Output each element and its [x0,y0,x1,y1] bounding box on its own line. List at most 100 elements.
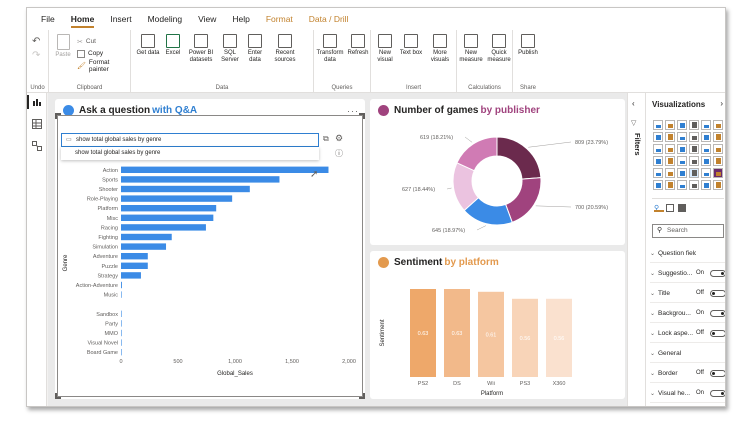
analytics-tab-icon[interactable] [678,204,686,212]
qna-suggestion-item[interactable]: show total global sales by genre [61,147,319,160]
visual-type-icon[interactable] [653,144,663,154]
cut-button[interactable]: ✂ Cut [77,36,96,47]
visual-type-icon[interactable] [677,168,687,178]
visual-type-icon[interactable] [701,132,711,142]
new-measure-button[interactable]: New measure [458,34,484,64]
visual-type-icon[interactable] [689,156,699,166]
undo-icon[interactable]: ↶ [32,36,41,47]
visual-type-icon[interactable] [713,168,723,178]
more-options-icon[interactable]: ··· [347,106,359,116]
format-tab-icon[interactable] [666,204,674,212]
format-section-lock-aspe[interactable]: ⌄ Lock aspe... Off [650,324,725,343]
info-icon[interactable]: ⓘ [335,149,343,158]
visual-type-icon[interactable] [665,180,675,190]
visual-type-icon[interactable] [689,120,699,130]
visual-type-icon[interactable] [701,180,711,190]
transform-data-button[interactable]: Transform data [315,34,345,64]
toggle-switch[interactable] [710,389,725,397]
fields-tab-icon[interactable]: ⚲ [654,205,660,212]
visual-type-icon[interactable] [713,144,723,154]
format-section-backgrou[interactable]: ⌄ Backgrou... On [650,304,725,323]
visual-type-icon[interactable] [689,180,699,190]
visual-type-icon[interactable] [701,156,711,166]
quick-measure-button[interactable]: Quick measure [485,34,513,64]
format-section-title[interactable]: ⌄ Title Off [650,284,725,303]
toggle-switch[interactable] [710,289,725,297]
recent-sources-button[interactable]: Recent sources [268,34,302,64]
menu-tab-view[interactable]: View [198,14,217,24]
visual-type-icon[interactable] [665,144,675,154]
collapse-chevron-icon[interactable]: ‹ [632,99,635,108]
publish-button[interactable]: Publish [514,34,542,57]
search-input[interactable]: ⚲ Search [652,224,724,238]
text-box-button[interactable]: Text box [399,34,423,57]
resize-handle-bottom-right[interactable] [359,393,365,399]
visual-type-icon[interactable] [713,156,723,166]
resize-handle-bottom-left[interactable] [55,393,61,399]
toggle-switch[interactable] [710,309,725,317]
visual-type-icon[interactable] [701,144,711,154]
filters-pane[interactable]: ‹ ▽ Filters [627,93,645,406]
refresh-button[interactable]: Refresh [345,34,371,57]
visual-type-icon[interactable] [677,180,687,190]
resize-handle-top-left[interactable] [55,113,61,119]
new-visual-button[interactable]: New visual [372,34,398,64]
toggle-switch[interactable] [710,369,725,377]
format-section-general[interactable]: ⌄ General [650,344,725,363]
visual-type-icon[interactable] [677,120,687,130]
visual-type-icon[interactable] [689,144,699,154]
enter-data-button[interactable]: Enter data [243,34,267,64]
visual-type-icon[interactable] [665,156,675,166]
menu-tab-modeling[interactable]: Modeling [147,14,183,24]
get-data-button[interactable]: Get data [133,34,163,57]
visual-type-icon[interactable] [713,180,723,190]
visual-type-icon[interactable] [701,168,711,178]
menu-tab-help[interactable]: Help [232,14,250,24]
qna-question-input[interactable]: ▭ show total global sales by genre [61,133,319,147]
menu-tab-home[interactable]: Home [63,8,103,30]
sql-server-button[interactable]: SQL Server [217,34,243,64]
toggle-switch[interactable] [710,269,725,277]
visual-type-icon[interactable] [689,168,699,178]
visual-type-icon[interactable] [665,120,675,130]
menu-tab-file[interactable]: File [41,14,55,24]
data-view-icon[interactable] [32,119,42,129]
visual-type-icon[interactable] [653,168,663,178]
donut-visual[interactable]: Number of games by publisher 809 (23.79%… [370,99,625,245]
menu-tab-format[interactable]: Format [265,14,293,24]
visual-type-icon[interactable] [677,144,687,154]
visual-type-icon[interactable] [665,168,675,178]
visual-type-icon[interactable] [677,156,687,166]
visual-type-icon[interactable] [701,120,711,130]
visual-type-icon[interactable] [713,120,723,130]
report-view-icon[interactable] [32,97,42,107]
copy-button[interactable]: Copy [77,48,103,59]
visual-type-icon[interactable] [653,132,663,142]
format-section-suggestio[interactable]: ⌄ Suggestio... On [650,264,725,283]
format-section-question-field[interactable]: ⌄ Question field [650,244,725,263]
format-painter-button[interactable]: 🖌 Format painter [77,59,130,73]
format-section-visual-he[interactable]: ⌄ Visual he... On [650,384,725,403]
settings-gear-icon[interactable]: ⚙ [335,133,344,143]
power-bi-datasets-button[interactable]: Power BI datasets [185,34,217,64]
turn-into-visual-icon[interactable]: ⧉ [323,134,329,143]
menu-tab-data-drill[interactable]: Data / Drill [308,14,349,24]
visual-type-icon[interactable] [677,132,687,142]
visual-type-icon[interactable] [653,120,663,130]
visual-type-icon[interactable] [713,132,723,142]
qna-visual[interactable]: Ask a question with Q&A ··· ▭ show total… [55,99,365,399]
excel-button[interactable]: Excel [161,34,185,57]
more-visuals-button[interactable]: More visuals [424,34,456,64]
visual-type-icon[interactable] [653,156,663,166]
format-section-border[interactable]: ⌄ Border Off [650,364,725,383]
expand-chevron-icon[interactable]: › [720,99,723,108]
sentiment-visual[interactable]: Sentiment by platform 0.63 PS2 0.63 DS 0.61 W… [370,251,625,399]
menu-tab-insert[interactable]: Insert [110,14,132,24]
visual-type-icon[interactable] [653,180,663,190]
toggle-switch[interactable] [710,329,725,337]
visual-type-icon[interactable] [665,132,675,142]
paste-button[interactable]: Paste [51,34,75,59]
visual-type-icon[interactable] [689,132,699,142]
model-view-icon[interactable] [32,141,42,151]
resize-handle-top-right[interactable] [359,113,365,119]
